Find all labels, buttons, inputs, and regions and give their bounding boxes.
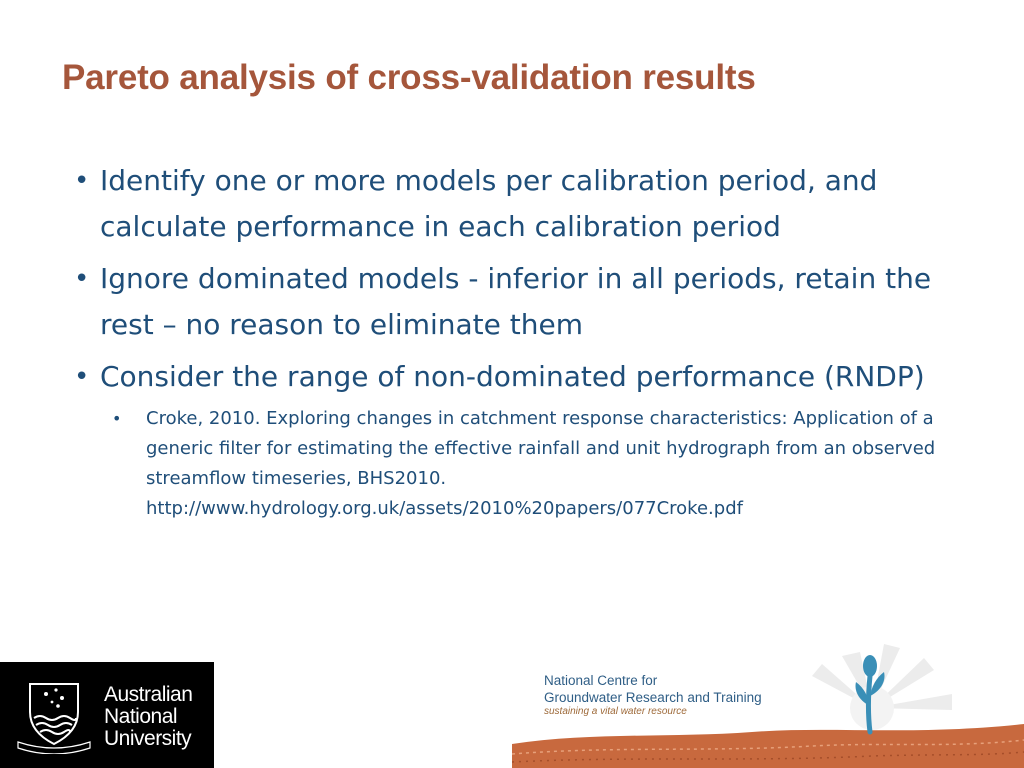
bullet-item: • Consider the range of non-dominated pe… bbox=[70, 354, 975, 524]
ncgrt-line-1: National Centre for bbox=[544, 673, 658, 688]
bullet-list: • Identify one or more models per calibr… bbox=[70, 158, 975, 530]
bullet-text: Identify one or more models per calibrat… bbox=[100, 164, 878, 243]
sub-bullet-list: • Croke, 2010. Exploring changes in catc… bbox=[100, 404, 975, 524]
anu-line-1: Australian bbox=[104, 683, 193, 706]
ncgrt-line-2: Groundwater Research and Training bbox=[544, 690, 762, 705]
slide-title: Pareto analysis of cross-validation resu… bbox=[62, 58, 756, 97]
bullet-text: Ignore dominated models - inferior in al… bbox=[100, 262, 932, 341]
anu-line-2: National bbox=[104, 705, 178, 728]
sun-rays-icon bbox=[812, 644, 952, 730]
bullet-dot: • bbox=[74, 264, 90, 294]
ncgrt-graphic bbox=[512, 644, 1024, 768]
bullet-dot: • bbox=[74, 362, 90, 392]
bullet-item: • Ignore dominated models - inferior in … bbox=[70, 256, 975, 348]
bullet-item: • Identify one or more models per calibr… bbox=[70, 158, 975, 250]
ncgrt-tagline: sustaining a vital water resource bbox=[544, 706, 687, 717]
anu-wordmark: Australian National University bbox=[104, 683, 193, 750]
anu-crest-icon bbox=[17, 683, 91, 754]
sub-bullet-dot: • bbox=[112, 409, 122, 428]
anu-logo: Australian National University bbox=[0, 662, 214, 768]
earth-strip bbox=[512, 724, 1024, 768]
ncgrt-wordmark: National Centre for Groundwater Research… bbox=[544, 672, 762, 706]
reference-text: Croke, 2010. Exploring changes in catchm… bbox=[146, 408, 936, 519]
sprout-icon bbox=[855, 655, 885, 735]
ncgrt-logo: National Centre for Groundwater Research… bbox=[512, 636, 1024, 768]
bullet-dot: • bbox=[74, 166, 90, 196]
bullet-text: Consider the range of non-dominated perf… bbox=[100, 360, 925, 393]
anu-line-3: University bbox=[104, 727, 192, 750]
sub-bullet-item: • Croke, 2010. Exploring changes in catc… bbox=[100, 404, 975, 524]
